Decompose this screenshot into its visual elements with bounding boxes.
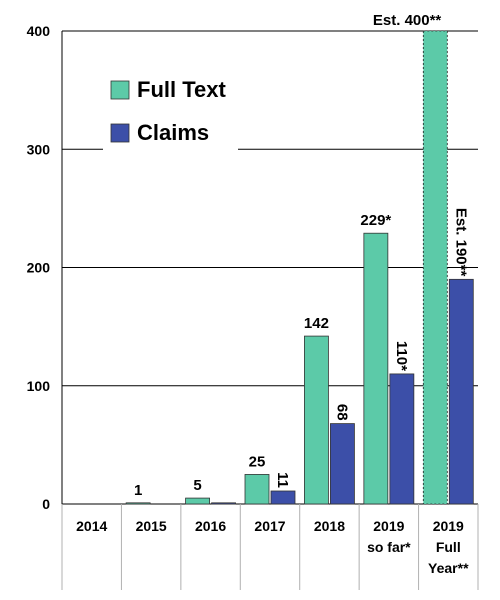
full-text-data-label: 229* — [360, 212, 391, 229]
full-text-data-label: 5 — [193, 477, 201, 494]
y-tick-label: 400 — [27, 23, 51, 39]
claims-data-label: 68 — [333, 404, 350, 421]
x-tick-label: Year** — [428, 560, 469, 576]
y-tick-label: 0 — [42, 496, 50, 512]
full-text-data-label: Est. 400** — [373, 12, 442, 29]
x-tick-label: so far* — [367, 539, 411, 555]
x-tick-label: 2014 — [76, 518, 107, 534]
full-text-legend-label: Full Text — [137, 77, 226, 102]
claims-data-label: 110* — [393, 341, 410, 371]
claims-legend-swatch — [110, 123, 130, 143]
claims-bar — [211, 502, 236, 505]
x-tick-label: 2019 — [433, 518, 464, 534]
x-tick-label: 2015 — [136, 518, 167, 534]
full-text-bar — [363, 232, 389, 505]
claims-legend-label: Claims — [137, 120, 209, 145]
full-text-legend-swatch — [110, 80, 130, 100]
claims-bar — [330, 423, 355, 505]
full-text-bar — [422, 30, 448, 505]
x-tick-label: 2016 — [195, 518, 226, 534]
full-text-data-label: 142 — [304, 315, 329, 332]
x-tick-label: 2018 — [314, 518, 345, 534]
y-tick-label: 200 — [27, 260, 51, 276]
y-tick-label: 100 — [27, 378, 51, 394]
full-text-data-label: 1 — [134, 482, 142, 499]
full-text-bar — [244, 474, 270, 505]
claims-bar — [270, 490, 296, 505]
claims-data-label: Est. 190** — [452, 208, 469, 277]
full-text-bar — [125, 502, 151, 505]
x-tick-label: 2017 — [254, 518, 285, 534]
claims-data-label: 11 — [274, 472, 291, 488]
y-tick-label: 300 — [27, 141, 51, 157]
claims-bar — [389, 373, 415, 505]
x-tick-label: 2019 — [373, 518, 404, 534]
full-text-bar — [304, 335, 329, 505]
claims-bar — [448, 278, 474, 505]
x-tick-label: Full — [436, 539, 461, 555]
full-text-bar — [185, 497, 210, 505]
full-text-data-label: 25 — [249, 453, 266, 470]
